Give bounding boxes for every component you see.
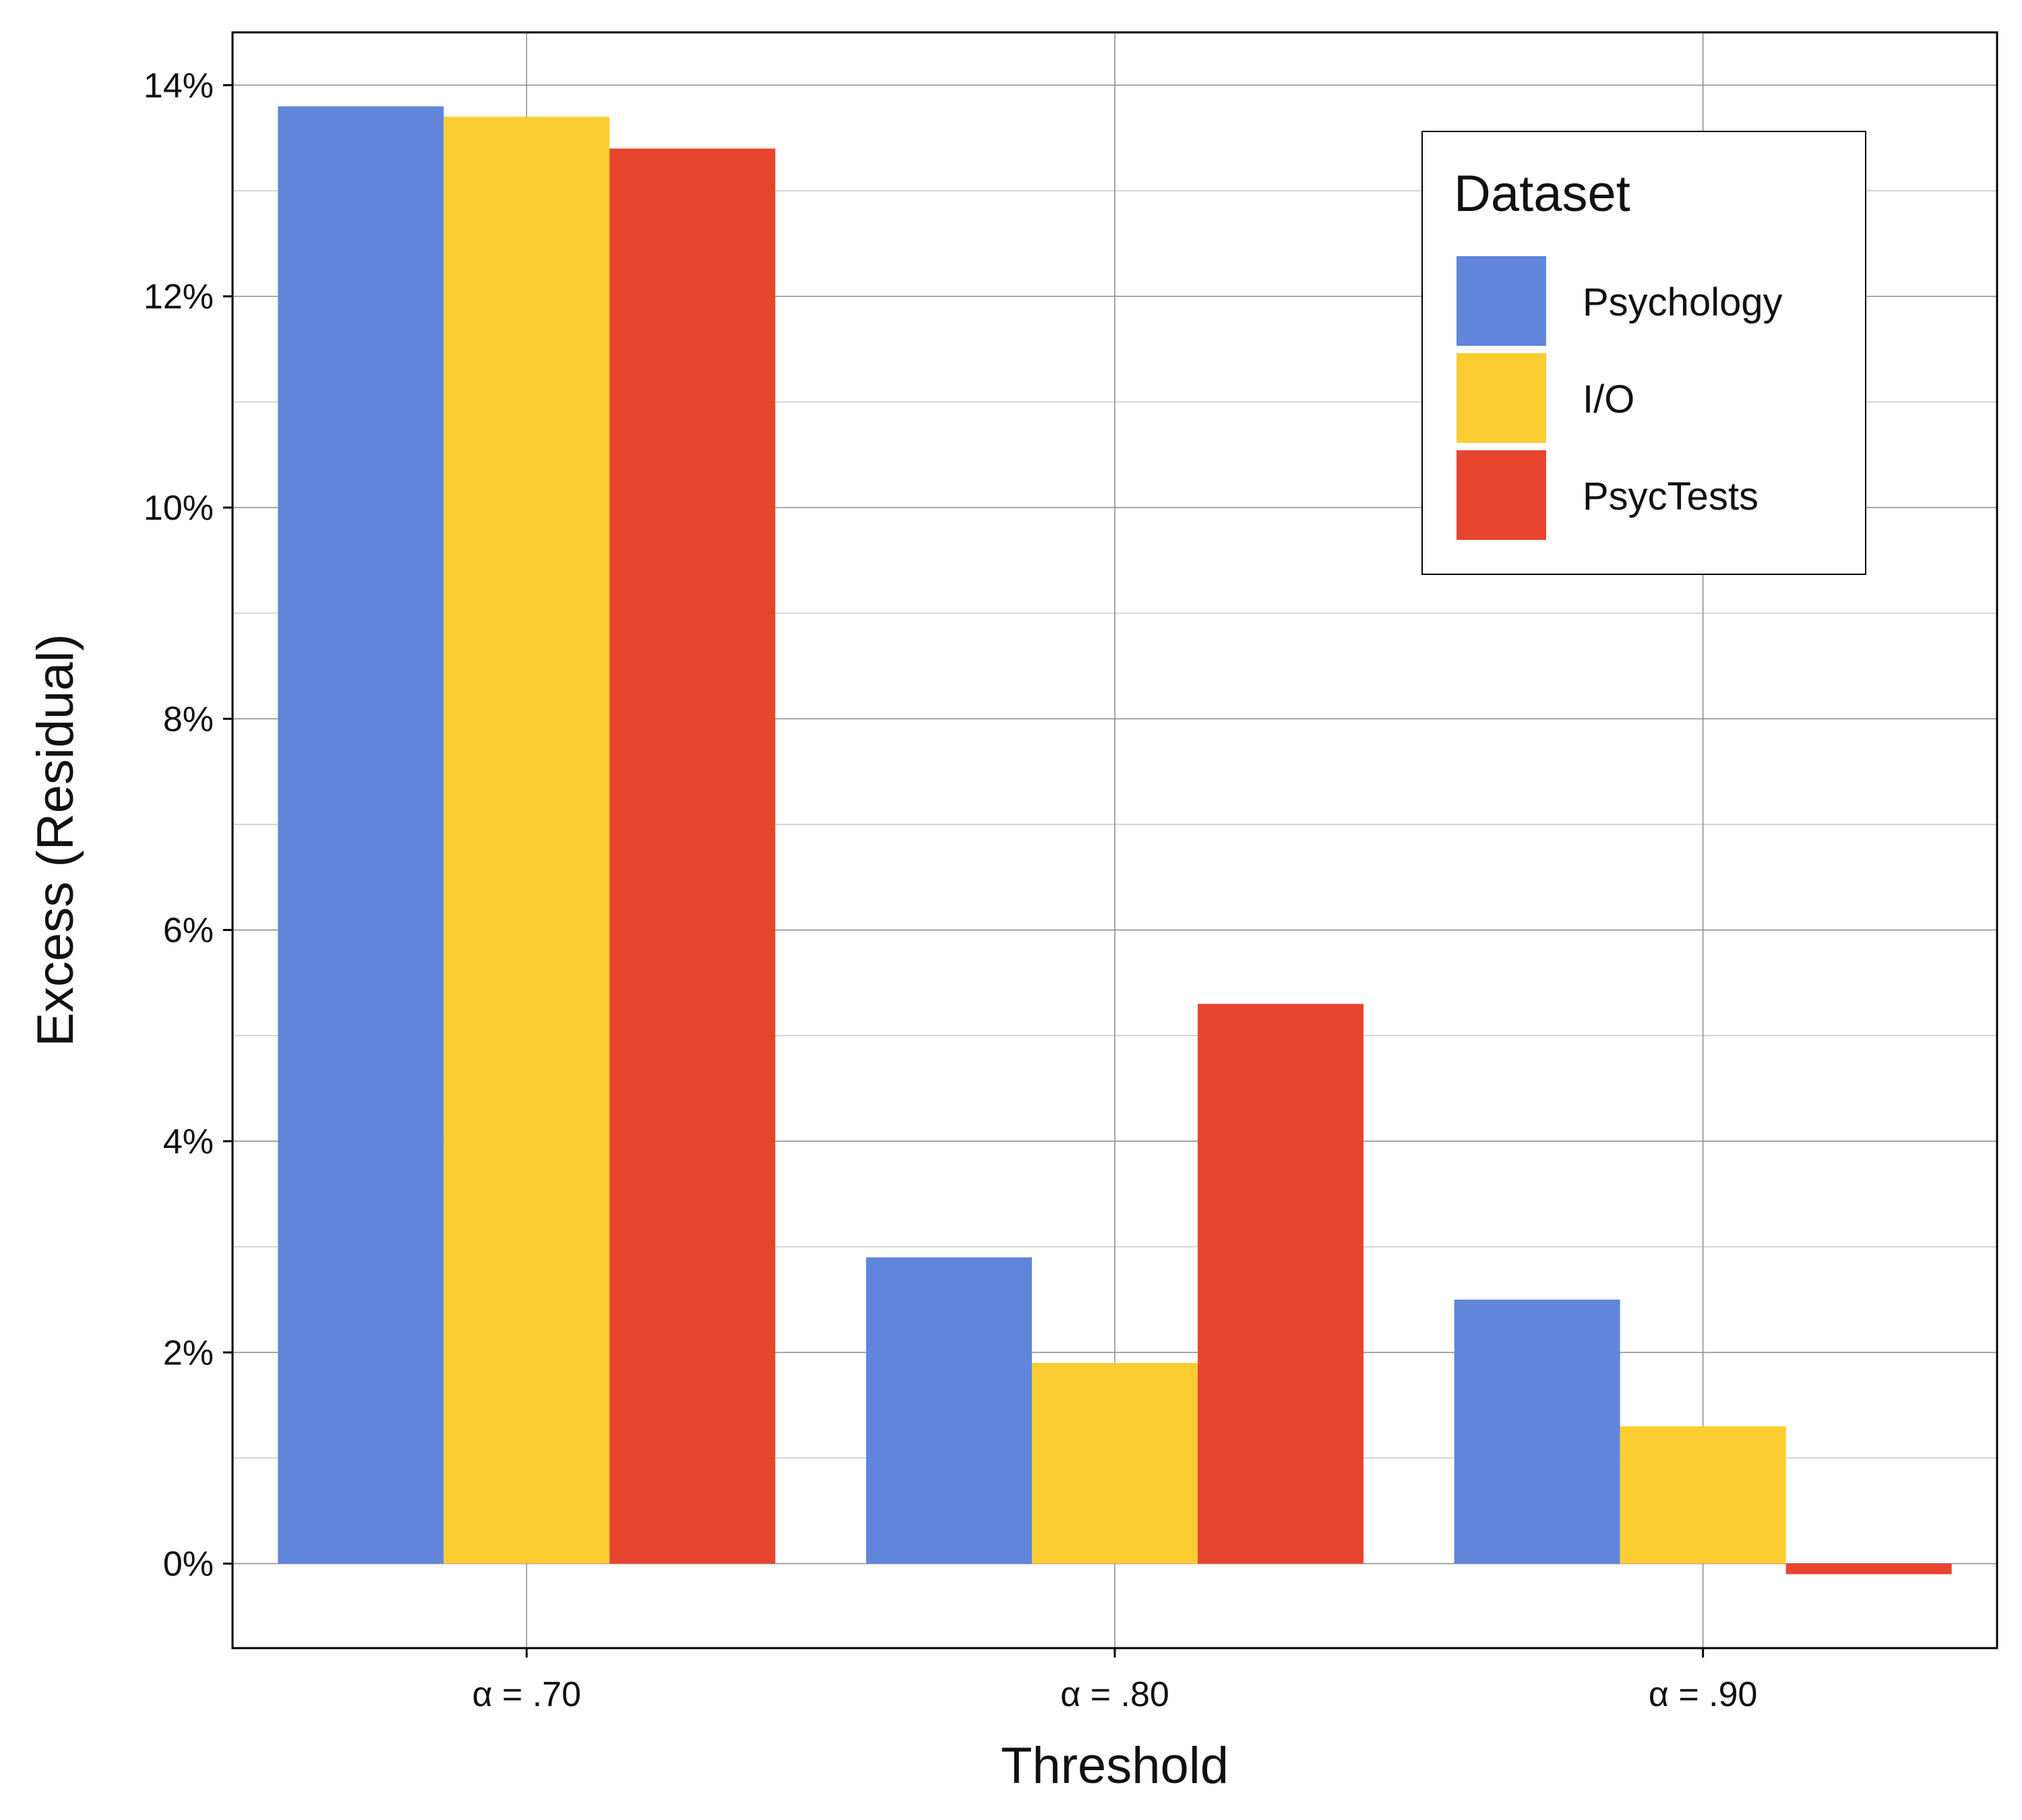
legend: Dataset Psychology I/O PsycTests — [1421, 131, 1866, 575]
x-axis: α = .70 α = .80 α = .90 — [472, 1648, 1758, 1714]
y-tick-label: 0% — [163, 1545, 214, 1584]
bar — [278, 106, 444, 1564]
y-tick-label: 12% — [144, 278, 214, 317]
bar — [1454, 1300, 1620, 1564]
legend-items: Psychology I/O PsycTests — [1457, 256, 1783, 540]
bar — [1032, 1363, 1198, 1564]
bar — [1620, 1426, 1786, 1564]
legend-label: PsycTests — [1583, 475, 1758, 518]
bar — [866, 1257, 1032, 1564]
legend-title: Dataset — [1454, 165, 1630, 222]
y-tick-label: 10% — [144, 489, 214, 528]
bar — [1198, 1004, 1364, 1564]
bars — [278, 106, 1952, 1575]
x-axis-title: Threshold — [1001, 1737, 1229, 1794]
legend-key — [1457, 256, 1546, 346]
y-tick-label: 6% — [163, 911, 214, 950]
y-tick-label: 2% — [163, 1333, 214, 1372]
x-tick-label: α = .80 — [1060, 1675, 1169, 1714]
legend-key — [1457, 450, 1546, 540]
x-tick-label: α = .70 — [472, 1675, 582, 1714]
bar — [609, 148, 776, 1564]
x-tick-label: α = .90 — [1649, 1675, 1758, 1714]
bar — [1785, 1563, 1952, 1575]
y-axis: 0% 2% 4% 6% 8% 10% 12% 14% — [144, 66, 233, 1584]
bar — [443, 117, 610, 1564]
y-tick-label: 8% — [163, 700, 214, 739]
y-tick-label: 4% — [163, 1122, 214, 1161]
y-axis-title: Excess (Residual) — [27, 634, 84, 1046]
y-tick-label: 14% — [144, 66, 214, 105]
legend-label: I/O — [1583, 377, 1634, 421]
legend-key — [1457, 353, 1546, 443]
legend-label: Psychology — [1583, 280, 1783, 324]
